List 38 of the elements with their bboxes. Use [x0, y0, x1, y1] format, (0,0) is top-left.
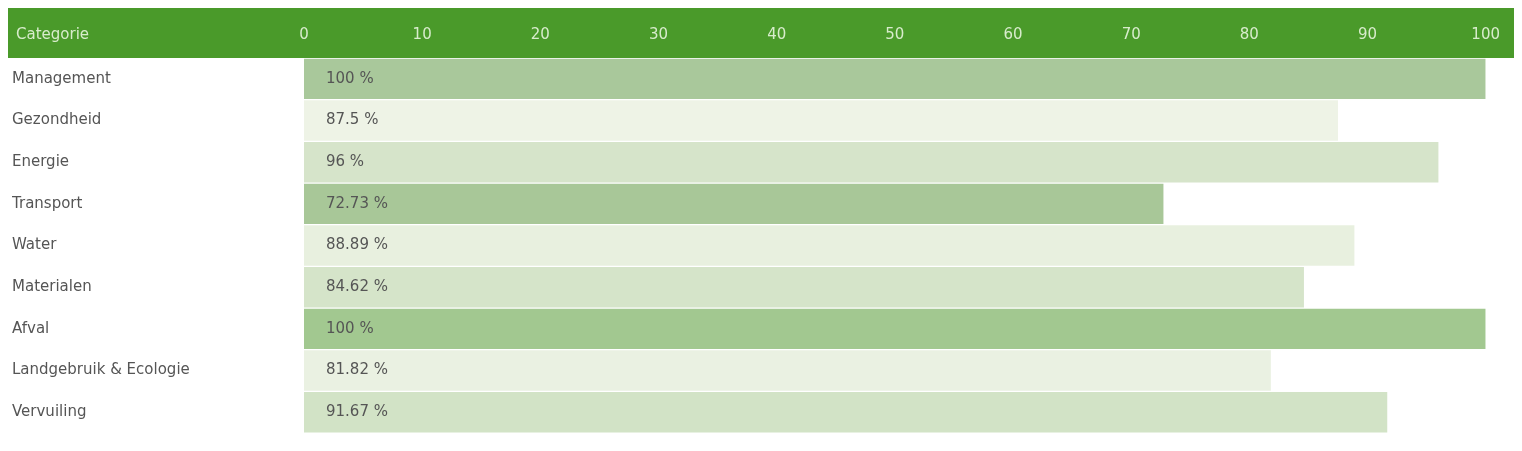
bar: [304, 225, 1355, 266]
data-label: 100 %: [326, 68, 374, 87]
bar: [304, 183, 1164, 225]
bar: [304, 100, 1338, 141]
x-tick-label: 20: [530, 24, 550, 43]
y-tick-label: Energie: [12, 152, 70, 171]
data-label: 84.62 %: [326, 277, 388, 296]
y-tick-label: Management: [12, 68, 111, 87]
x-tick-label: 90: [1357, 24, 1378, 43]
x-tick-label: 30: [648, 24, 669, 43]
data-label: 72.73 %: [326, 193, 388, 212]
data-label: 88.89 %: [326, 235, 388, 254]
y-tick-label: Gezondheid: [12, 110, 102, 129]
x-tick-label: 50: [885, 24, 905, 43]
y-tick-label: Materialen: [12, 277, 92, 296]
data-label: 91.67 %: [326, 402, 388, 421]
data-label: 100 %: [326, 318, 374, 337]
x-tick-label: 100: [1471, 24, 1501, 43]
y-tick-label: Landgebruik & Ecologie: [12, 360, 190, 379]
y-tick-label: Afval: [12, 318, 50, 337]
y-tick-label: Transport: [11, 193, 83, 212]
data-label: 96 %: [326, 152, 365, 171]
y-tick-label: Vervuiling: [12, 402, 87, 421]
bar: [304, 391, 1388, 433]
y-axis-title: Categorie: [16, 24, 90, 43]
y-tick-label: Water: [12, 235, 58, 254]
x-tick-label: 10: [412, 24, 432, 43]
bar: [304, 308, 1486, 350]
x-tick-label: 40: [767, 24, 787, 43]
data-label: 81.82 %: [326, 360, 388, 379]
bar: [304, 350, 1271, 391]
x-tick-label: 70: [1121, 24, 1141, 43]
bar: [304, 141, 1439, 183]
x-tick-label: 60: [1003, 24, 1023, 43]
x-tick-label: 80: [1239, 24, 1259, 43]
x-tick-label: 0: [299, 24, 309, 43]
bar: [304, 266, 1304, 308]
data-label: 87.5 %: [326, 110, 379, 129]
